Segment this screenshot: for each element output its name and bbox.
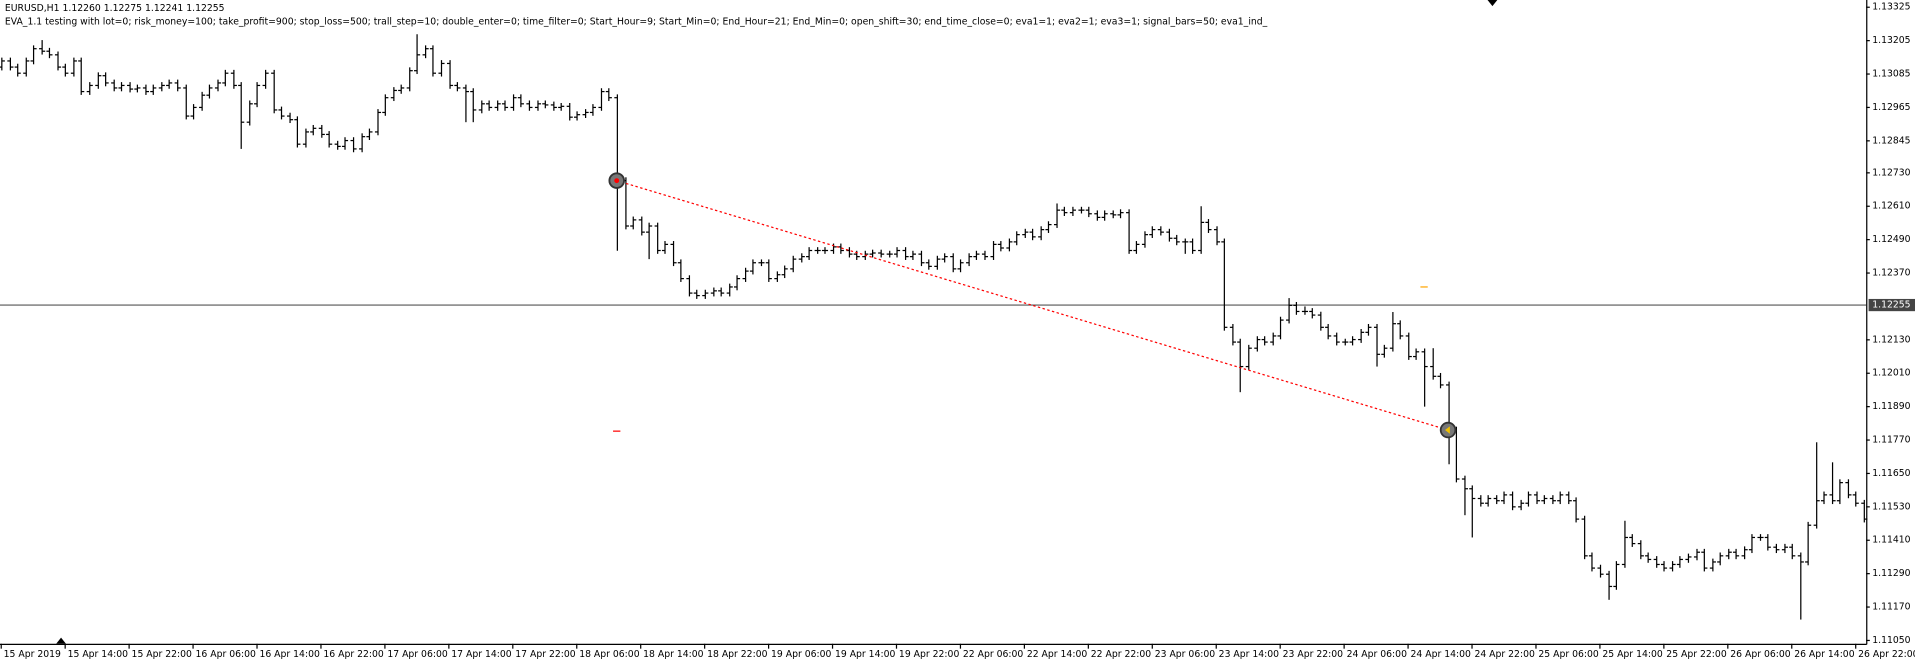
y-tick-label: 1.12010	[1872, 368, 1910, 379]
y-tick-label: 1.11650	[1872, 468, 1910, 479]
trade-line	[616, 180, 1449, 431]
y-tick-label: 1.11170	[1872, 602, 1910, 613]
x-tick-label: 15 Apr 22:00	[132, 649, 193, 660]
x-tick-label: 16 Apr 06:00	[196, 649, 257, 660]
x-tick-label: 22 Apr 22:00	[1091, 649, 1152, 660]
x-tick-label: 26 Apr 22:00	[1858, 649, 1915, 660]
x-tick-label: 26 Apr 14:00	[1794, 649, 1855, 660]
y-tick-label: 1.11770	[1872, 435, 1910, 446]
y-tick-label: 1.12490	[1872, 234, 1910, 245]
x-tick-label: 24 Apr 06:00	[1347, 649, 1408, 660]
x-tick-label: 23 Apr 22:00	[1283, 649, 1344, 660]
chart-title: EURUSD,H1 1.12260 1.12275 1.12241 1.1225…	[5, 3, 225, 14]
x-tick-label: 19 Apr 06:00	[771, 649, 832, 660]
x-tick-label: 16 Apr 22:00	[323, 649, 384, 660]
current-price-box	[1868, 298, 1915, 312]
x-tick-label: 17 Apr 14:00	[451, 649, 512, 660]
y-tick-label: 1.12845	[1872, 135, 1910, 146]
trade-close-arrow	[1444, 426, 1450, 434]
x-tick-label: 19 Apr 22:00	[899, 649, 960, 660]
y-tick-label: 1.12730	[1872, 167, 1910, 178]
plot	[0, 34, 1868, 620]
x-tick-label: 24 Apr 14:00	[1411, 649, 1472, 660]
y-tick-label: 1.13205	[1872, 35, 1910, 46]
y-tick-label: 1.11290	[1872, 568, 1910, 579]
x-tick-label: 24 Apr 22:00	[1474, 649, 1535, 660]
x-tick-label: 25 Apr 22:00	[1666, 649, 1727, 660]
y-tick-label: 1.13085	[1872, 69, 1910, 80]
x-tick-label: 26 Apr 06:00	[1730, 649, 1791, 660]
y-tick-label: 1.11890	[1872, 401, 1910, 412]
period-marker	[56, 637, 66, 644]
y-tick-label: 1.12610	[1872, 201, 1910, 212]
y-tick-label: 1.11050	[1872, 635, 1910, 646]
x-tick-label: 22 Apr 06:00	[963, 649, 1024, 660]
x-tick-label: 23 Apr 14:00	[1219, 649, 1280, 660]
x-tick-label: 18 Apr 14:00	[643, 649, 704, 660]
y-tick-label: 1.12965	[1872, 102, 1910, 113]
x-tick-label: 18 Apr 06:00	[579, 649, 640, 660]
x-tick-label: 18 Apr 22:00	[707, 649, 768, 660]
y-tick-label: 1.11530	[1872, 501, 1910, 512]
y-tick-label: 1.12130	[1872, 334, 1910, 345]
x-tick-label: 22 Apr 14:00	[1027, 649, 1088, 660]
x-tick-label: 17 Apr 06:00	[387, 649, 448, 660]
chart-shift-marker	[1487, 0, 1498, 7]
x-tick-label: 19 Apr 14:00	[835, 649, 896, 660]
x-tick-label: 15 Apr 2019	[4, 649, 61, 660]
y-tick-label: 1.12370	[1872, 268, 1910, 279]
y-tick-label: 1.13325	[1872, 2, 1910, 13]
x-tick-label: 17 Apr 22:00	[515, 649, 576, 660]
chart-subtitle: EVA_1.1 testing with lot=0; risk_money=1…	[5, 16, 1268, 27]
x-tick-label: 25 Apr 14:00	[1602, 649, 1663, 660]
x-tick-label: 23 Apr 06:00	[1155, 649, 1216, 660]
x-tick-label: 16 Apr 14:00	[259, 649, 320, 660]
x-tick-label: 15 Apr 14:00	[68, 649, 129, 660]
trade-open-dot	[614, 178, 620, 184]
current-price-label: 1.12255	[1872, 300, 1910, 311]
x-tick-label: 25 Apr 06:00	[1538, 649, 1599, 660]
y-tick-label: 1.11410	[1872, 535, 1910, 546]
